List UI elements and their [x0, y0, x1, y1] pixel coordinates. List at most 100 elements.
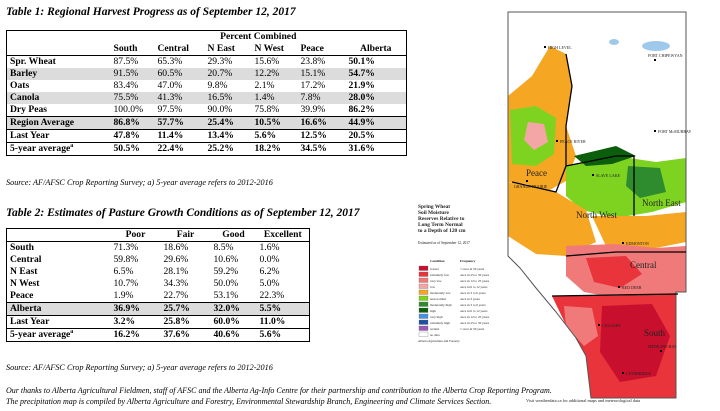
svg-text:Reserves Relative to: Reserves Relative to	[418, 216, 465, 222]
table1-source: Source: AF/AFSC Crop Reporting Survey; a…	[6, 178, 273, 187]
city-label: GRANDE PRAIRIE	[514, 184, 548, 189]
cell: 34.5%	[297, 142, 346, 156]
cell: 17.2%	[300, 80, 326, 91]
cell: 5.6%	[251, 129, 298, 143]
cell: 11.0%	[256, 315, 310, 329]
legend-swatch	[418, 331, 429, 337]
pasture-conditions-table: Poor Fair Good Excellent South 71.3% 18.…	[6, 228, 310, 342]
table-row: Oats 83.4% 47.0% 9.8% 2.1% 17.2% 21.9%	[7, 80, 407, 92]
cell: 25.8%	[160, 315, 211, 329]
cell: 8.5%	[210, 241, 257, 254]
row-label: Region Average	[6, 116, 111, 130]
map-footer-note: Visit weatherdata.ca for additional maps…	[526, 398, 640, 403]
cell: 0.0%	[259, 254, 280, 265]
cell: 75.5%	[110, 92, 155, 104]
cell: 6.5%	[113, 266, 134, 277]
cell: 50.1%	[345, 55, 407, 68]
cell: 1.4%	[251, 92, 298, 104]
cell: 47.8%	[110, 129, 155, 143]
cell: 1.9%	[113, 290, 134, 301]
legend-condition: near normal	[430, 297, 446, 301]
cell: 5.6%	[256, 328, 310, 342]
col-header: Alberta	[360, 43, 392, 54]
harvest-progress-table: Percent Combined South Central N East N …	[6, 30, 408, 156]
row-label: Spr. Wheat	[6, 55, 111, 68]
legend-condition: lowest	[430, 267, 439, 271]
cell: 39.9%	[300, 104, 326, 115]
cell: 97.5%	[157, 104, 183, 115]
table-row: Last Year 47.8% 11.4% 13.4% 5.6% 12.5% 2…	[6, 129, 407, 143]
cell: 12.5%	[297, 129, 346, 143]
zone-moderately-low	[508, 182, 596, 256]
lake-athabasca	[642, 41, 670, 51]
cell: 36.9%	[110, 302, 161, 316]
legend-frequency: once in 12 to 25 years	[460, 315, 490, 319]
city-label: EDMONTON	[626, 241, 649, 246]
cell: 87.5%	[110, 55, 155, 68]
legend-frequency: once in 3 years	[460, 297, 481, 301]
moisture-zones	[508, 46, 686, 398]
province-outline	[507, 11, 687, 399]
city-label: FORT McMURRAY	[658, 129, 692, 134]
col-header: Good	[222, 229, 245, 240]
map-date: Estimated as of September 12, 2017	[418, 241, 470, 246]
cell: 47.0%	[157, 80, 183, 91]
table-row: Barley 91.5% 60.5% 20.7% 12.2% 15.1% 54.…	[6, 68, 407, 80]
table2-source: Source: AF/AFSC Crop Reporting Survey; a…	[6, 363, 273, 372]
cell: 90.0%	[207, 104, 233, 115]
city-label: MEDICINE HAT	[648, 344, 677, 349]
city-label: FORT CHIPEWYAN	[648, 53, 683, 58]
legend-swatch	[418, 295, 429, 301]
zone-lowest	[600, 304, 670, 382]
row-label: Barley	[6, 68, 111, 80]
table2-title: Table 2: Estimates of Pasture Growth Con…	[6, 207, 360, 219]
cell: 60.0%	[210, 315, 257, 329]
row-label: Central	[10, 254, 42, 265]
region-label-south: South	[644, 328, 666, 338]
cell: 25.2%	[204, 142, 252, 156]
zone-very-low	[564, 306, 598, 346]
cell: 16.5%	[204, 92, 252, 104]
map-legend: Condition Frequency lowest < once in 50 y…	[418, 259, 490, 337]
cell: 44.9%	[345, 116, 407, 130]
corner-cell	[7, 31, 111, 44]
table-row: Canola 75.5% 41.3% 16.5% 1.4% 7.8% 28.0%	[6, 92, 407, 104]
region-label-north-west: North West	[576, 210, 617, 220]
svg-text:Soil Moisture: Soil Moisture	[418, 210, 450, 216]
city-label: RED DEER	[622, 285, 642, 290]
svg-text:to a Depth of 120 cm: to a Depth of 120 cm	[418, 228, 466, 234]
row-label: Last Year	[6, 129, 111, 143]
city-label: CALGARY	[602, 323, 621, 328]
table-row: Spr. Wheat 87.5% 65.3% 29.3% 15.6% 23.8%…	[6, 55, 407, 68]
cell: 54.7%	[345, 68, 407, 80]
region-boundaries	[511, 53, 686, 297]
cell: 50.5%	[110, 142, 155, 156]
table-row: Dry Peas 100.0% 97.5% 90.0% 75.8% 39.9% …	[7, 104, 407, 117]
table-row: Alberta 36.9% 25.7% 32.0% 5.5%	[6, 302, 310, 316]
legend-condition: low	[430, 285, 436, 289]
zone-moderately-high	[626, 166, 666, 198]
table-row: N East 6.5% 28.1% 59.2% 6.2%	[7, 266, 310, 278]
row-label: Alberta	[6, 302, 111, 316]
table-row: Central 59.8% 29.6% 10.6% 0.0%	[7, 254, 310, 266]
cell: 29.6%	[163, 254, 189, 265]
cell: 71.3%	[110, 241, 161, 254]
cell: 91.5%	[110, 68, 155, 80]
cell: 65.3%	[154, 55, 205, 68]
cell: 16.2%	[110, 328, 161, 342]
footer-thanks: Our thanks to Alberta Agricultural Field…	[6, 386, 552, 395]
cell: 9.8%	[207, 80, 228, 91]
cell: 21.9%	[348, 80, 375, 91]
legend-condition: no data	[430, 333, 440, 337]
cell: 20.5%	[345, 129, 407, 143]
row-label: 5-year averagea	[6, 328, 111, 342]
cell: 5.5%	[256, 302, 310, 316]
cell: 29.3%	[204, 55, 252, 68]
region-label-north-east: North East	[642, 198, 681, 208]
cell: 3.2%	[110, 315, 161, 329]
cell: 86.8%	[110, 116, 155, 130]
legend-frequency: once in 25 to 50 years	[460, 273, 490, 277]
cell: 28.1%	[163, 266, 189, 277]
zone-moderately-low	[592, 212, 686, 250]
soil-moisture-map: Peace North West North East Central Sout…	[416, 6, 712, 404]
